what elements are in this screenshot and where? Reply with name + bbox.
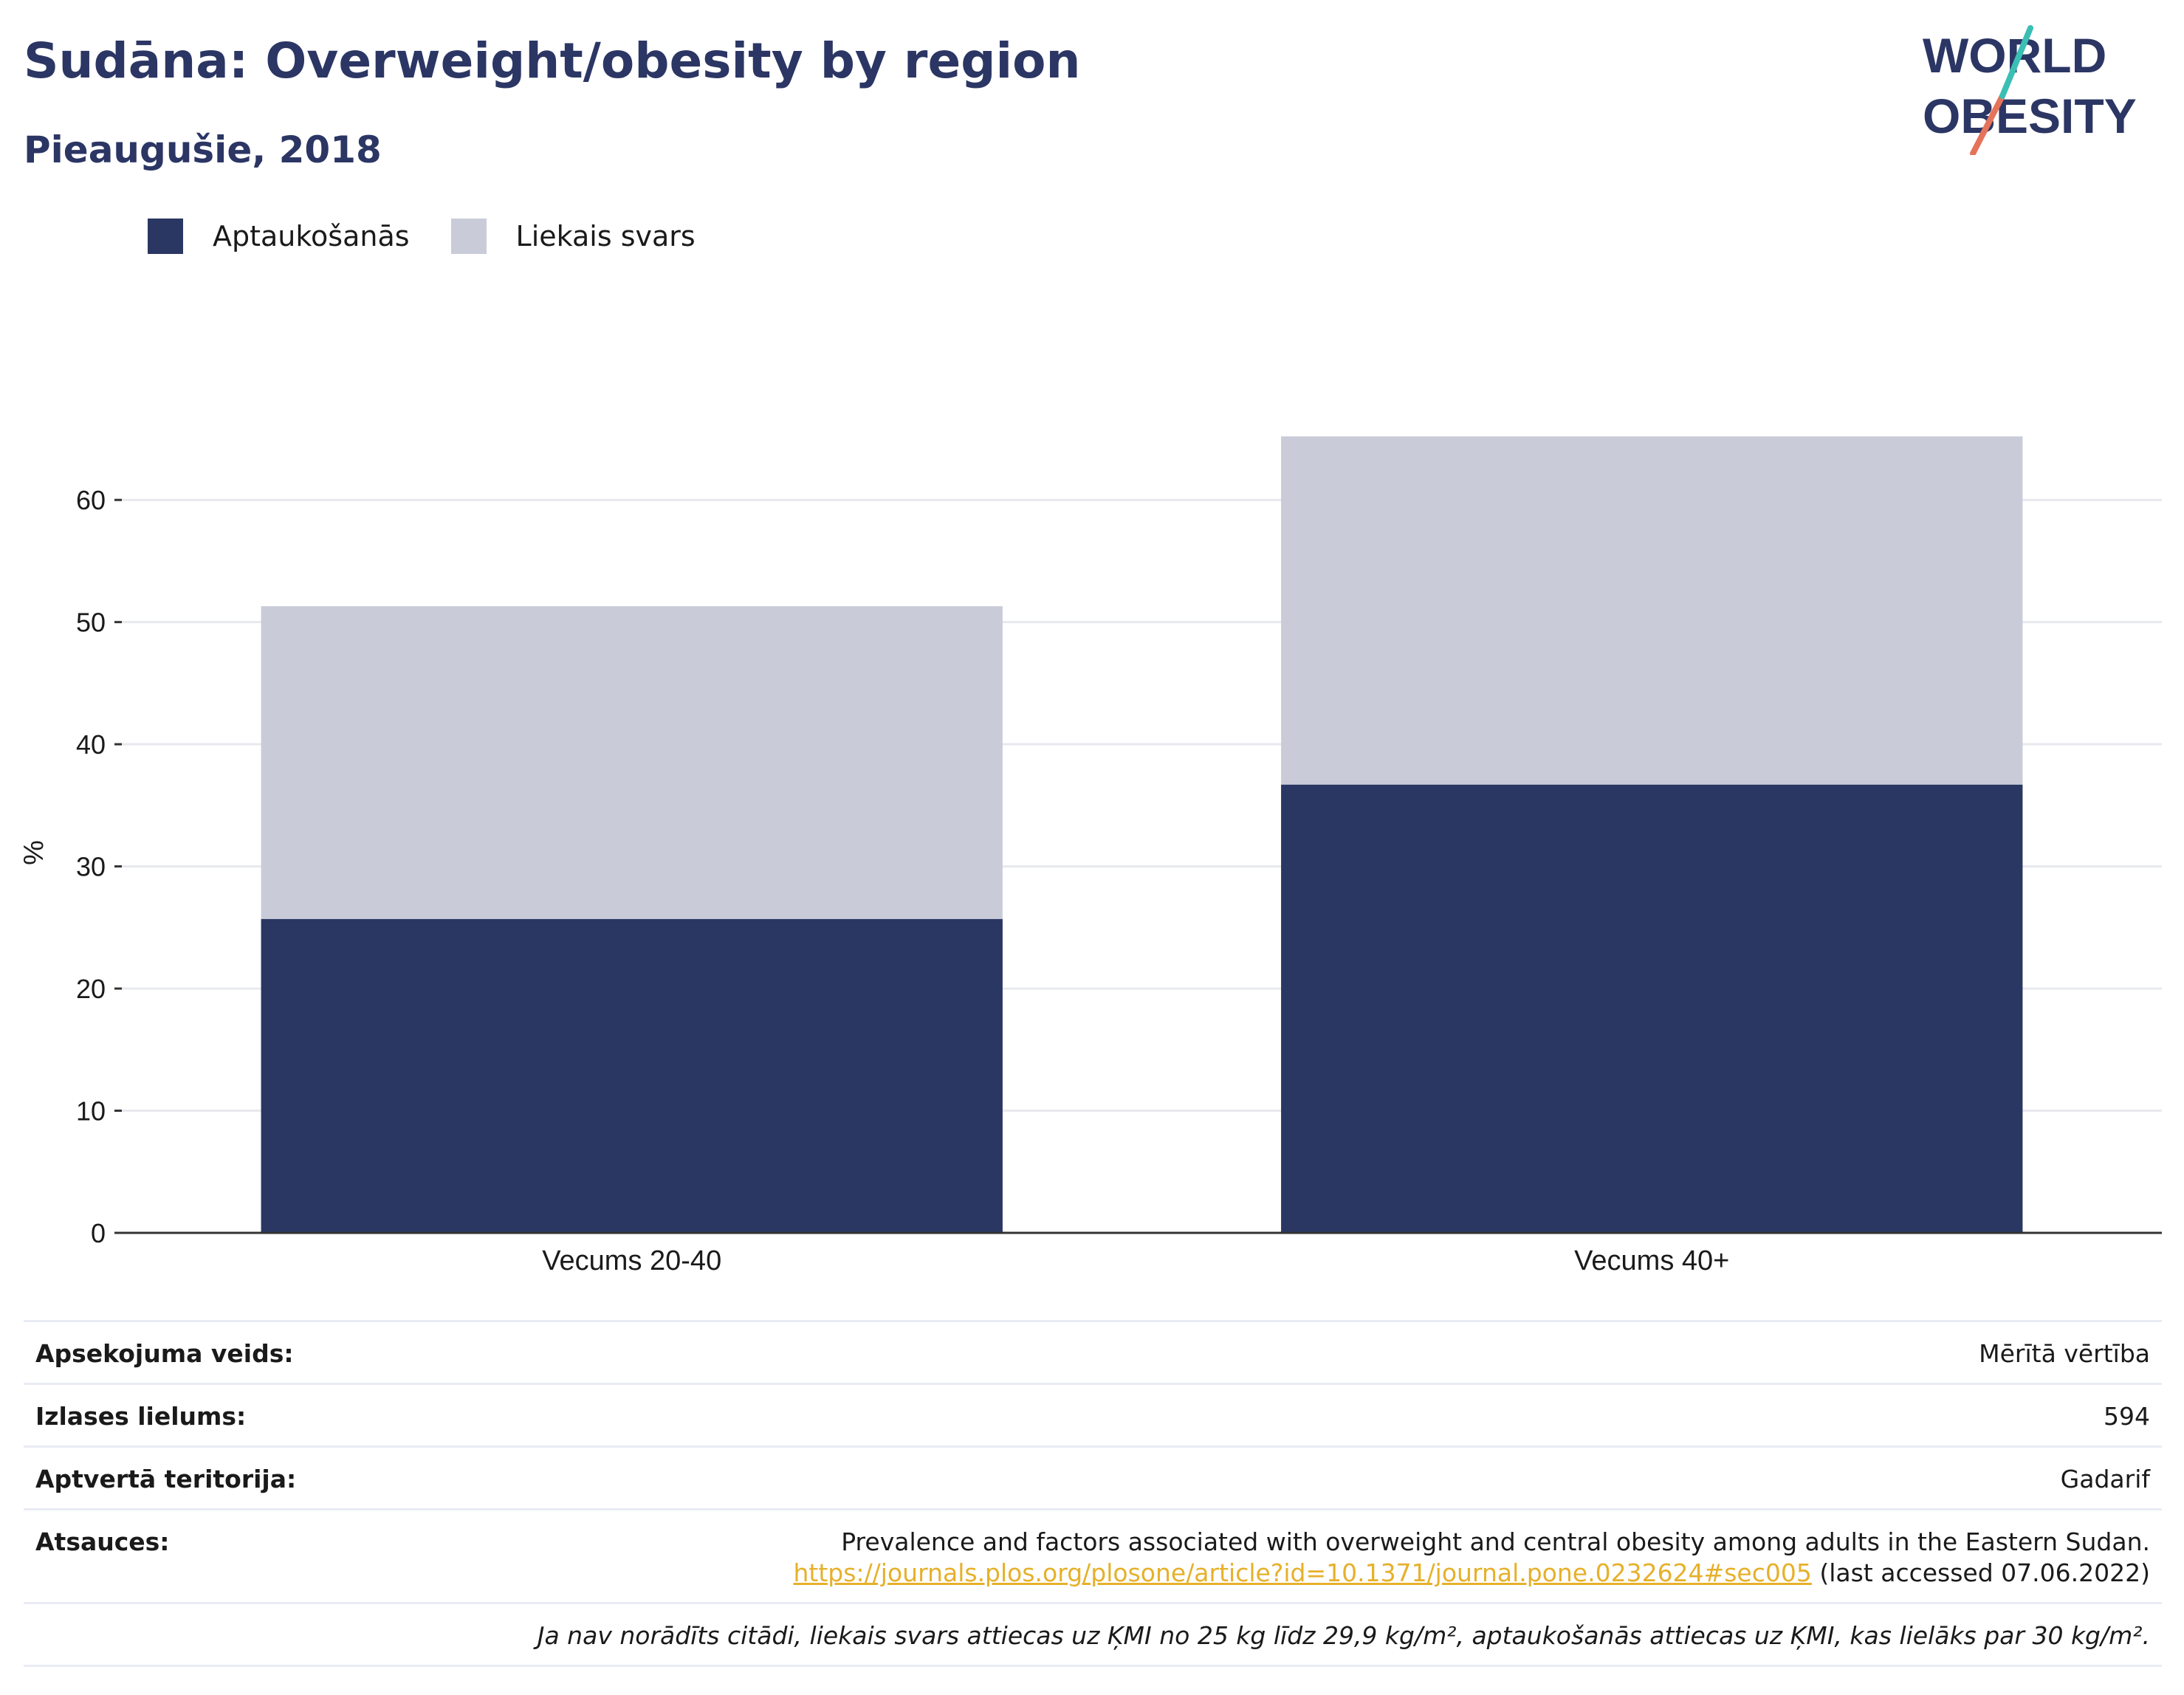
bars [261,436,2023,1233]
reference-accessed: (last accessed 07.06.2022) [1819,1558,2150,1587]
survey-type-label: Apsekojuma veids: [35,1339,294,1368]
reference-link[interactable]: https://journals.plos.org/plosone/articl… [793,1558,1812,1587]
y-tick-label: 20 [76,974,106,1004]
references-value: Prevalence and factors associated with o… [794,1527,2150,1589]
legend-item-overweight[interactable]: Liekais svars [450,219,696,254]
bar-chart: 0 10 20 30 40 50 60 Vecums 20-40 Vecums 40+ % [18,436,2162,1276]
info-row-sample-size: Izlases lielums: 594 [24,1383,2162,1445]
legend-label-overweight: Liekais svars [515,220,696,252]
coverage-label: Aptvertā teritorija: [35,1465,297,1493]
definition-note: Ja nav norādīts citādi, liekais svars at… [537,1621,2150,1650]
chart-legend: Aptaukošanās Liekais svars [148,219,737,254]
legend-label-obesity: Aptaukošanās [213,220,410,252]
info-row-references: Atsauces: Prevalence and factors associa… [24,1508,2162,1602]
bar-obesity-0[interactable] [261,918,1003,1233]
survey-type-value: Mērītā vērtība [1979,1339,2150,1368]
world-obesity-logo: WORLD OBESITY [1923,25,2137,155]
bar-overweight-0[interactable] [261,606,1003,919]
info-row-note: Ja nav norādīts citādi, liekais svars at… [24,1602,2162,1667]
svg-text:WORLD: WORLD [1923,28,2106,83]
bar-obesity-1[interactable] [1281,784,2023,1233]
info-row-coverage: Aptvertā teritorija: Gadarif [24,1445,2162,1508]
y-axis-label: % [18,840,49,865]
chart-title: Sudāna: Overweight/obesity by region [24,32,1081,89]
sample-size-label: Izlases lielums: [35,1402,247,1431]
x-tick-label: Vecums 20-40 [542,1245,721,1276]
y-tick-label: 60 [76,485,106,515]
y-tick-label: 40 [76,729,106,760]
bar-overweight-1[interactable] [1281,436,2023,785]
reference-text: Prevalence and factors associated with o… [841,1527,2150,1556]
coverage-value: Gadarif [2060,1465,2150,1493]
sample-size-value: 594 [2104,1402,2150,1431]
y-tick-label: 30 [76,852,106,882]
legend-swatch-obesity [148,219,183,254]
legend-item-obesity[interactable]: Aptaukošanās [148,219,410,254]
y-tick-label: 50 [76,608,106,638]
y-tick-label: 0 [91,1218,106,1248]
svg-text:OBESITY: OBESITY [1923,89,2137,143]
info-table: Apsekojuma veids: Mērītā vērtība Izlases… [24,1320,2162,1667]
legend-swatch-overweight [450,219,487,254]
x-tick-labels: Vecums 20-40 Vecums 40+ [542,1245,1729,1276]
y-tick-label: 10 [76,1096,106,1127]
references-label: Atsauces: [35,1527,170,1556]
info-row-survey-type: Apsekojuma veids: Mērītā vērtība [24,1320,2162,1383]
y-tick-labels: 0 10 20 30 40 50 60 [76,485,106,1248]
x-tick-label: Vecums 40+ [1574,1245,1729,1276]
chart-subtitle: Pieaugušie, 2018 [24,128,382,171]
